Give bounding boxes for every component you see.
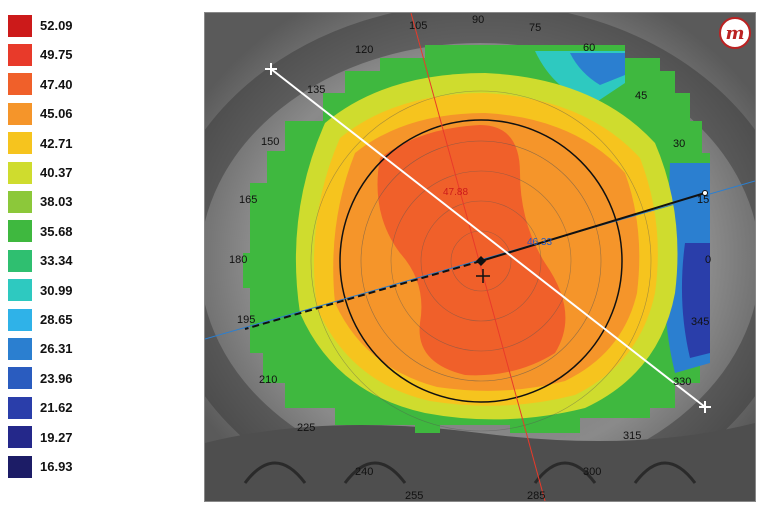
legend-swatch	[8, 337, 32, 360]
legend-item: 45.06	[8, 102, 73, 125]
legend-label: 52.09	[40, 18, 73, 33]
white-axis-line	[270, 68, 706, 408]
degree-label: 165	[239, 194, 257, 206]
degree-label: 150	[261, 136, 279, 148]
legend-swatch	[8, 102, 32, 125]
legend-swatch	[8, 308, 32, 331]
legend-item: 28.65	[8, 308, 73, 331]
degree-label: 60	[583, 42, 595, 54]
legend-item: 21.62	[8, 396, 73, 419]
legend-label: 38.03	[40, 194, 73, 210]
degree-label: 195	[237, 314, 255, 326]
legend-label: 23.96	[40, 370, 73, 386]
legend-item: 38.03	[8, 190, 73, 213]
legend-item: 47.40	[8, 73, 73, 96]
degree-label: 120	[355, 44, 373, 56]
legend-item: 19.27	[8, 426, 73, 449]
legend-item: 52.09	[8, 14, 73, 37]
axis-end-dot	[702, 190, 708, 196]
legend-swatch	[8, 455, 32, 478]
legend-swatch	[8, 43, 32, 66]
eyelash-region	[205, 423, 755, 501]
legend-label: 35.68	[40, 223, 73, 239]
brand-logo: m	[719, 17, 751, 49]
legend-swatch	[8, 161, 32, 184]
degree-label: 240	[355, 466, 373, 478]
measurement-rings	[310, 90, 652, 432]
degree-labels: 9075604530150345330315300285255240225210…	[229, 14, 711, 501]
legend-swatch	[8, 190, 32, 213]
degree-label: 0	[705, 254, 711, 266]
legend-swatch	[8, 279, 32, 302]
corneal-topography-map: 47.88 46.33 90 75 60 45 30 15 0 345 330 315 300 285…	[204, 12, 756, 502]
center-marker	[476, 256, 486, 266]
legend-item: 16.93	[8, 455, 73, 478]
degree-label: 345	[691, 316, 709, 328]
legend-swatch	[8, 132, 32, 155]
legend-label: 47.40	[40, 76, 73, 92]
legend-label: 16.93	[40, 459, 73, 474]
topography-zones	[243, 45, 710, 433]
legend-item: 49.75	[8, 43, 73, 66]
legend-label: 28.65	[40, 312, 73, 327]
degree-label: 30	[673, 138, 685, 150]
legend-label: 26.31	[40, 341, 73, 357]
color-scale-legend: 52.09 49.75 47.40 45.06 42.71 40.37 38.03 35.68…	[0, 0, 196, 512]
legend-label: 42.71	[40, 135, 73, 151]
flat-k-value: 46.33	[527, 237, 552, 248]
degree-label: 135	[307, 84, 325, 96]
degree-label: 225	[297, 422, 315, 434]
degree-label: 75	[529, 22, 541, 34]
topography-image: 47.88 46.33 9075604530150345330315300285…	[205, 13, 755, 501]
logo-letter: m	[725, 22, 745, 44]
legend-item: 42.71	[8, 132, 73, 155]
legend-item: 33.34	[8, 249, 73, 272]
legend-label: 49.75	[40, 47, 73, 63]
legend-item: 35.68	[8, 220, 73, 243]
legend-swatch	[8, 220, 32, 243]
legend-item: 40.37	[8, 161, 73, 184]
apex-cross	[476, 269, 490, 283]
degree-label: 180	[229, 254, 247, 266]
degree-label: 90	[472, 14, 484, 26]
legend-swatch	[8, 426, 32, 449]
legend-label: 40.37	[40, 165, 73, 180]
legend-swatch	[8, 249, 32, 272]
degree-label: 45	[635, 90, 647, 102]
degree-label: 285	[527, 490, 545, 501]
markers	[265, 63, 711, 413]
legend-label: 33.34	[40, 253, 73, 269]
legend-label: 21.62	[40, 400, 73, 416]
legend-label: 19.27	[40, 429, 73, 445]
legend-item: 30.99	[8, 279, 73, 302]
steep-k-value: 47.88	[443, 187, 468, 198]
legend-item: 23.96	[8, 367, 73, 390]
degree-label: 315	[623, 430, 641, 442]
degree-label: 330	[673, 376, 691, 388]
legend-label: 30.99	[40, 282, 73, 298]
degree-label: 15	[697, 194, 709, 206]
legend-label: 45.06	[40, 106, 73, 122]
legend-item: 26.31	[8, 337, 73, 360]
zone-dark-blue-right	[681, 243, 710, 358]
legend-swatch	[8, 396, 32, 419]
steep-axis-line	[410, 13, 546, 501]
lower-right-cross	[699, 401, 711, 413]
legend-swatch	[8, 73, 32, 96]
black-axis-solid	[480, 192, 706, 262]
legend-swatch	[8, 367, 32, 390]
black-axis-dashed	[244, 260, 482, 330]
zone-blue-top-right	[570, 53, 625, 85]
upper-left-cross	[265, 63, 277, 75]
legend-swatch	[8, 14, 32, 37]
degree-label: 300	[583, 466, 601, 478]
degree-label: 255	[405, 490, 423, 501]
degree-label: 105	[409, 20, 427, 32]
degree-label: 210	[259, 374, 277, 386]
